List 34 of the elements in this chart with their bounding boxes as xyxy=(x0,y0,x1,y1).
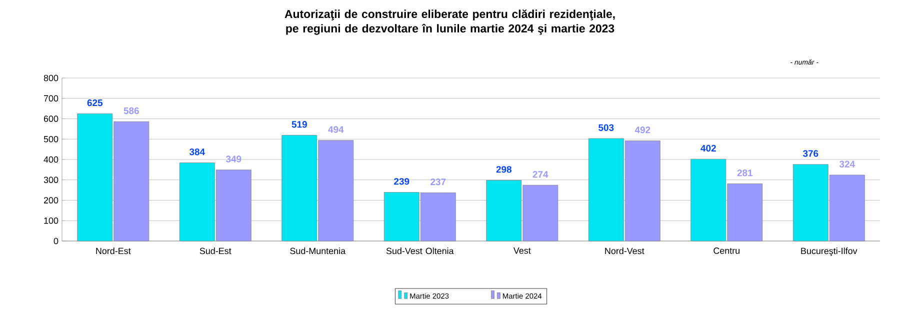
data-label: 239 xyxy=(394,178,410,185)
data-label: 586 xyxy=(124,107,139,114)
x-tick-label: Nord-Vest xyxy=(605,248,644,254)
chart-title: Autorizaţii de construire eliberate pentru clădiri rezidenţiale, pe regiuni de dezvoltare în lunile martie 2024 şi martie 2023 xyxy=(284,10,615,35)
x-tick-label: Vest xyxy=(513,248,531,254)
data-label: 376 xyxy=(802,150,818,157)
y-tick-label: 800 xyxy=(44,74,58,82)
data-label: 281 xyxy=(737,170,753,176)
x-tick-label: Bucureşti-Ilfov xyxy=(801,248,858,256)
data-label: 625 xyxy=(87,99,103,106)
y-tick-label: 300 xyxy=(44,176,58,184)
x-tick-label: Sud-Vest Oltenia xyxy=(386,248,454,254)
data-label: 503 xyxy=(598,124,614,131)
data-label: 324 xyxy=(839,160,855,168)
x-tick-label: Centru xyxy=(714,248,740,254)
y-tick-label: 100 xyxy=(44,217,58,224)
data-label: 349 xyxy=(226,156,242,162)
y-tick-label: 700 xyxy=(44,95,58,102)
y-tick-label: 200 xyxy=(44,197,58,204)
data-label: 494 xyxy=(328,126,344,133)
x-tick-label: Nord-Est xyxy=(96,248,131,254)
data-label: 402 xyxy=(700,144,716,152)
data-label: 519 xyxy=(292,121,307,128)
data-label: 298 xyxy=(496,166,512,173)
y-tick-label: 500 xyxy=(44,136,58,142)
y-tick-label: 400 xyxy=(44,156,58,163)
data-label: 492 xyxy=(634,126,650,134)
x-tick-label: Sud-Muntenia xyxy=(290,248,346,254)
data-label: 384 xyxy=(189,148,205,156)
data-label: 274 xyxy=(532,171,548,178)
data-label: 237 xyxy=(430,178,446,186)
y-tick-label: 0 xyxy=(54,238,58,244)
y-tick-label: 600 xyxy=(44,116,58,122)
x-tick-label: Sud-Est xyxy=(200,248,232,254)
